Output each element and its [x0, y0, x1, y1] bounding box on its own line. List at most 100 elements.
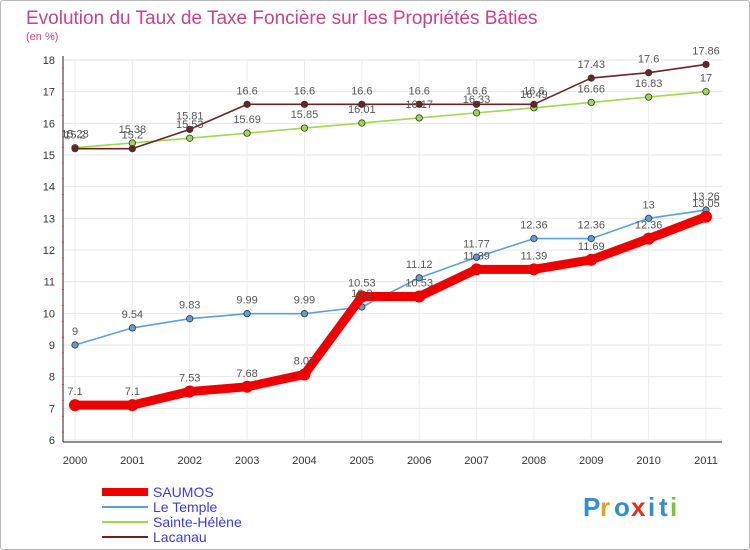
data-label: 16.6	[408, 85, 429, 97]
logo-letter: x	[631, 492, 646, 522]
logo-letter: P	[583, 492, 600, 522]
x-tick-label: 2011	[694, 455, 718, 467]
data-point	[702, 60, 710, 69]
data-label: 16.01	[348, 104, 376, 116]
data-label: 16.17	[405, 99, 433, 111]
logo-letter: i	[648, 492, 655, 522]
y-minor-tick	[62, 193, 64, 196]
y-tick-label: 15	[43, 150, 55, 162]
y-tick-label: 7	[49, 403, 55, 415]
data-point	[71, 145, 79, 153]
y-minor-tick	[62, 162, 64, 164]
y-minor-tick	[62, 367, 64, 370]
data-point	[126, 399, 139, 412]
y-minor-tick	[62, 225, 64, 228]
data-label: 9	[72, 326, 78, 338]
y-minor-tick	[62, 98, 64, 101]
data-label: 10.2	[351, 288, 372, 300]
x-tick-label: 2009	[579, 455, 603, 467]
data-label: 16.6	[466, 85, 487, 97]
data-label: 16.6	[294, 85, 315, 97]
logo-letter: t	[659, 492, 668, 522]
y-axis-unit-label: (en %)	[26, 31, 58, 43]
series-line-le-temple	[74, 209, 707, 346]
y-tick-label: 13	[43, 213, 55, 225]
data-point	[472, 253, 481, 261]
data-point	[530, 235, 538, 243]
y-minor-tick	[62, 114, 64, 117]
data-point	[700, 210, 712, 223]
data-point	[530, 100, 538, 108]
y-tick-label: 18	[43, 55, 55, 67]
y-tick-label: 8	[49, 372, 55, 384]
x-tick-label: 2003	[235, 455, 259, 467]
axes: 6 7 8 9 10 11 12 13 14 15 16 17 18 2000 2001 2002 2003 20…	[43, 55, 722, 467]
x-tick-label: 2010	[636, 455, 660, 467]
data-label: 16.6	[236, 85, 257, 97]
data-label: 7.53	[179, 373, 200, 385]
data-point	[186, 125, 194, 133]
y-minor-tick	[62, 67, 64, 69]
data-point	[355, 290, 368, 303]
series-line-saumos	[70, 212, 711, 410]
data-label: 16.33	[463, 94, 491, 106]
data-point	[413, 290, 426, 303]
data-label: 17.43	[578, 59, 606, 71]
data-point	[642, 232, 655, 245]
y-minor-tick	[62, 431, 64, 433]
data-label: 12.36	[578, 220, 606, 232]
data-label: 11.39	[521, 250, 548, 262]
data-point	[300, 100, 309, 108]
logo-letter: r	[600, 492, 610, 522]
y-minor-tick	[62, 272, 64, 275]
data-label: 17.86	[692, 45, 720, 57]
data-point	[702, 88, 710, 96]
data-label: 10.53	[405, 278, 433, 290]
data-point	[128, 145, 136, 153]
data-point	[472, 109, 481, 117]
data-label: 8.07	[294, 355, 315, 367]
y-minor-tick	[62, 257, 64, 259]
y-minor-tick	[62, 146, 64, 148]
data-point	[128, 324, 136, 332]
y-minor-tick	[62, 241, 64, 243]
data-point	[415, 100, 423, 108]
data-label: 9.99	[236, 295, 257, 307]
legend-label: Lacanau	[153, 529, 207, 545]
data-label: 17.6	[638, 54, 659, 66]
data-label: 12.36	[520, 220, 548, 232]
y-minor-tick	[62, 288, 64, 291]
data-point	[243, 100, 251, 108]
data-label: 11.69	[578, 241, 605, 253]
data-label: 9.83	[179, 300, 200, 312]
data-point	[358, 100, 366, 108]
data-label: 7.68	[236, 368, 257, 380]
y-minor-tick	[62, 352, 64, 354]
x-tick-label: 2006	[407, 455, 431, 467]
data-label: 11.39	[463, 250, 490, 262]
data-point	[300, 124, 309, 132]
data-point	[69, 399, 81, 412]
data-label: 15.23	[61, 129, 89, 141]
y-tick-label: 11	[44, 277, 55, 289]
data-label: 9.99	[294, 295, 315, 307]
data-label: 15.38	[119, 124, 147, 136]
y-tick-label: 16	[43, 118, 55, 130]
data-point	[470, 263, 483, 276]
y-minor-tick	[62, 399, 64, 402]
data-label: 11.12	[406, 259, 433, 271]
legend-label: Le Temple	[153, 499, 218, 515]
data-point	[645, 69, 653, 77]
data-label: 12.36	[635, 220, 663, 232]
data-label: 13	[643, 199, 655, 211]
y-tick-label: 10	[43, 308, 55, 320]
data-point	[300, 310, 309, 318]
data-point	[415, 274, 423, 282]
data-point	[587, 74, 595, 82]
y-minor-tick	[62, 82, 64, 85]
data-point	[527, 263, 540, 276]
data-point	[587, 98, 595, 107]
